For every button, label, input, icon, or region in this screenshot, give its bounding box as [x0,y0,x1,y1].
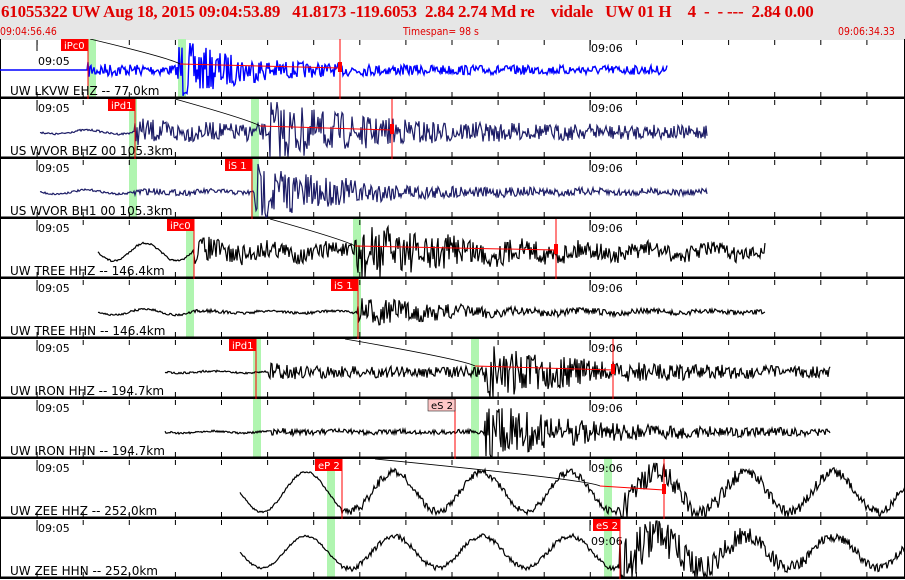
time-label: 09:05 [38,222,70,235]
coda-curve [174,99,261,127]
pick-label: eS 2 [596,521,618,532]
coda-curve [89,39,181,65]
time-label: 09:06 [591,342,623,355]
time-label: 09:06 [591,282,623,295]
coda-line [599,485,665,491]
waveform [239,462,905,519]
time-label: 09:05 [38,162,70,175]
coda-line [354,245,557,251]
pick-flag[interactable] [229,339,256,351]
waveform [0,42,668,96]
trace-panel[interactable]: 09:05 09:06 iPd1 US WVOR BHZ 00 105.3km [0,99,905,159]
time-label: 09:05 [38,55,70,68]
channel-label: UW LKVW EHZ -- 77.0km [10,84,159,98]
trace-panel[interactable]: 09:05 09:06 iPc0 UW LKVW EHZ -- 77.0km [0,39,905,99]
time-label: 09:05 [38,402,70,415]
channel-label: UW ZEE HHN -- 252.0km [10,564,158,578]
time-label: 09:05 [38,342,70,355]
trace-panel[interactable]: 09:05 09:06 eS 2 UW IRON HHN -- 194.7km [0,399,905,459]
pick-label: iPd1 [111,101,133,112]
phase-window [604,459,612,519]
pick-flag[interactable] [315,459,342,471]
phase-window [129,159,137,219]
time-label: 09:06 [591,162,623,175]
phase-window [253,399,261,459]
waveform [164,408,831,458]
event-header: 61055322 UW Aug 18, 2015 09:04:53.89 41.… [0,0,905,40]
phase-window [186,219,194,279]
pick-flag[interactable] [61,39,88,51]
pick-label: iPc0 [170,221,191,232]
channel-label: UW IRON HHN -- 194.7km [10,444,165,458]
timespan: Timespan= 98 s [403,25,479,38]
waveform [164,346,831,398]
coda-marker-handle[interactable] [611,364,615,374]
pick-label: iS 1 [334,281,353,292]
coda-marker-handle[interactable] [554,244,558,254]
coda-line [474,365,614,371]
trace-panel[interactable]: 09:05 09:06 iPc0 UW TREE HHZ -- 146.4km [0,219,905,279]
pick-label: eP 2 [318,461,340,472]
time-label: 09:06 [591,222,623,235]
trace-panel[interactable]: 09:05 09:06 iS 1 US WVOR BH1 00 105.3km [0,159,905,219]
time-label: 09:06 [591,102,623,115]
coda-line [259,125,393,131]
waveform [39,163,708,218]
pick-flag[interactable] [225,159,252,171]
coda-marker-handle[interactable] [338,62,342,72]
coda-marker-handle[interactable] [662,484,666,494]
pick-label: iPd1 [232,341,254,352]
waveform [97,298,766,326]
phase-window [186,279,194,339]
channel-label: UW ZEE HHZ -- 252.0km [10,504,157,518]
pick-label: iS 1 [228,161,247,172]
phase-window [353,219,361,279]
time-label: 09:06 [591,535,623,548]
start-time: 09:04:56.46 [0,25,57,38]
time-label: 09:05 [38,282,70,295]
time-label: 09:05 [38,522,70,535]
pick-flag[interactable] [108,99,135,111]
end-time: 09:06:34.33 [838,25,895,38]
waveform [97,224,766,278]
time-label: 09:06 [591,402,623,415]
time-label: 09:05 [38,102,70,115]
trace-panel[interactable]: 09:05 09:06 eP 2 UW ZEE HHZ -- 252.0km [0,459,905,519]
channel-label: US WVOR BH1 00 105.3km [10,204,172,218]
coda-marker-handle[interactable] [390,124,394,134]
waveform [239,520,905,579]
pick-label: iPc0 [64,41,85,52]
event-summary: 61055322 UW Aug 18, 2015 09:04:53.89 41.… [1,2,814,21]
pick-flag[interactable] [331,279,358,291]
waveform [39,102,708,158]
channel-label: UW TREE HHN -- 146.4km [10,324,165,338]
channel-label: US WVOR BHZ 00 105.3km [10,144,173,158]
time-label: 09:06 [591,462,623,475]
channel-label: UW TREE HHZ -- 146.4km [10,264,165,278]
phase-window [327,459,335,519]
seismogram-panels[interactable]: 09:05 09:06 iPc0 UW LKVW EHZ -- 77.0km 09:05… [0,39,905,580]
pick-flag[interactable] [593,519,620,531]
channel-label: UW IRON HHZ -- 194.7km [10,384,164,398]
trace-panel[interactable]: 09:05 09:06 iPd1 UW IRON HHZ -- 194.7km [0,339,905,399]
phase-window [471,399,479,459]
time-label: 09:06 [591,42,623,55]
pick-flag[interactable] [427,399,456,412]
coda-curve [269,219,356,247]
trace-panel[interactable]: 09:05 09:06 eS 2 UW ZEE HHN -- 252.0km [0,519,905,579]
phase-window [327,519,335,579]
phase-window [253,339,261,399]
phase-window [604,519,612,579]
coda-line [179,63,341,69]
pick-flag[interactable] [167,219,194,231]
phase-window [251,159,259,219]
trace-panel[interactable]: 09:05 09:06 iS 1 UW TREE HHN -- 146.4km [0,279,905,339]
coda-curve [344,339,476,367]
pick-label: eS 2 [431,401,453,412]
coda-curve [374,459,601,487]
time-label: 09:05 [38,462,70,475]
phase-window [129,99,137,159]
